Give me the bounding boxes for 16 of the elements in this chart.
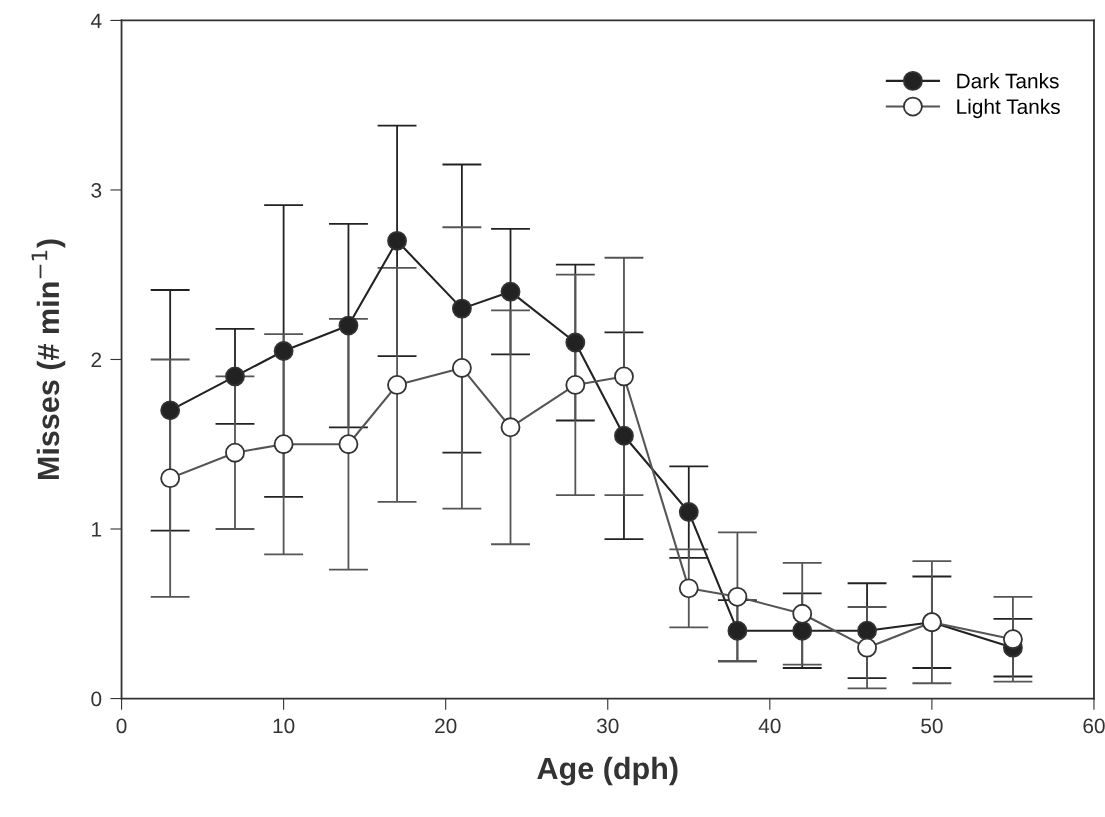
y-tick-label: 2 xyxy=(91,352,102,368)
x-tick-label: 40 xyxy=(758,718,781,734)
y-tick-label: 3 xyxy=(91,182,102,198)
x-tick-label: 20 xyxy=(435,718,457,734)
y-tick-label: 4 xyxy=(91,13,102,28)
x-tick-label: 50 xyxy=(921,718,943,734)
legend-label: Dark Tanks xyxy=(957,73,1059,89)
y-tick-label: 1 xyxy=(92,522,102,537)
x-tick-label: 10 xyxy=(273,718,295,734)
y-tick-label: 0 xyxy=(91,691,102,707)
y-axis-title: Misses (# min$^{−1}$) xyxy=(31,239,66,480)
x-tick-label: 60 xyxy=(1083,718,1105,734)
x-tick-label: 0 xyxy=(116,718,127,734)
x-tick-label: 30 xyxy=(596,718,619,734)
x-axis-title: Age (dph) xyxy=(537,756,678,786)
legend-label: Light Tanks xyxy=(957,98,1060,119)
